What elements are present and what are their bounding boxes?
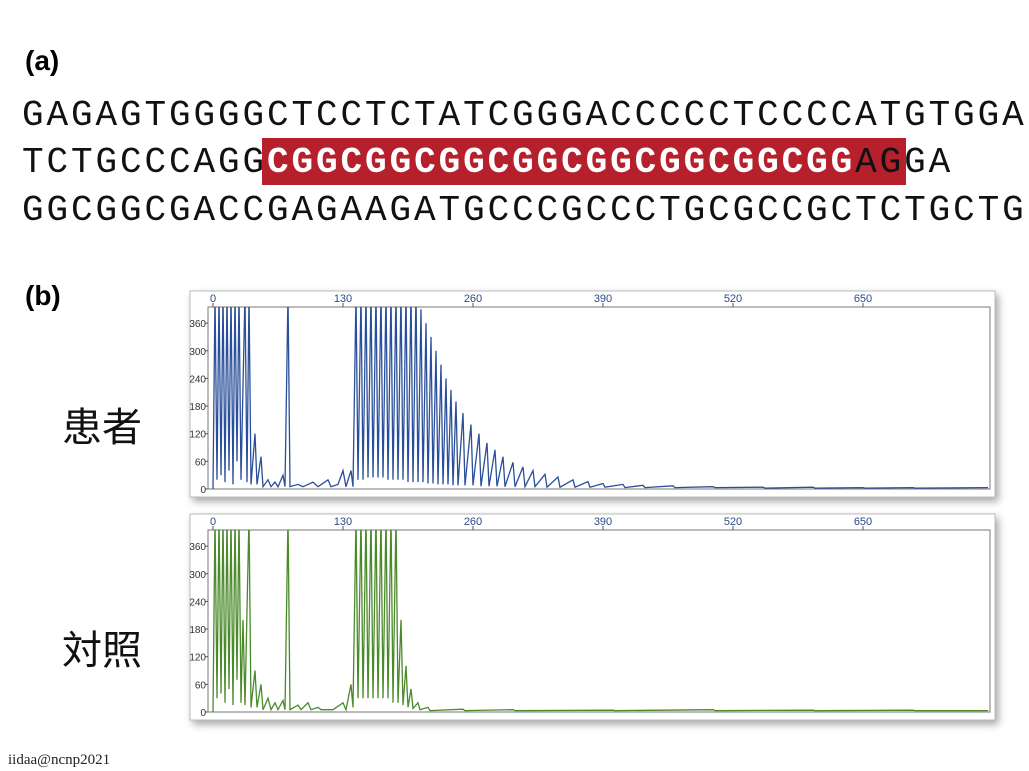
y-tick-label: 180 [189,402,206,413]
repeat-sequence: CGGCGGCGGCGGCGGCGGCGGCGG [267,142,855,183]
y-tick-label: 180 [189,625,206,636]
repeat-highlight [262,138,906,185]
x-tick-label: 0 [210,293,216,305]
sequence-line: GAGAGTGGGGCTCCTCTATCGGGACCCCCTCCCCATGTGG… [22,95,1027,136]
chart: 0 130 260 390 520 650 0 60 120 180 240 300 360 [189,290,996,498]
label-b: (b) [25,280,61,311]
y-tick-label: 60 [195,457,207,468]
footer: iidaa@ncnp2021 [8,752,110,768]
x-tick-label: 650 [854,516,872,528]
sequence-part: AGGA [855,142,953,183]
y-tick-label: 300 [189,347,206,358]
sequence-line: GGCGGCGACCGAGAAGATGCCCGCCCTGCGCCGCTCTGCT… [22,190,1027,231]
x-tick-label: 520 [724,516,742,528]
y-tick-label: 360 [189,542,206,553]
x-tick-label: 260 [464,293,482,305]
plot-area [207,529,991,713]
x-tick-label: 390 [594,293,612,305]
label-a: (a) [25,45,59,76]
x-tick-label: 520 [724,293,742,305]
trace [212,530,988,713]
y-tick-label: 120 [189,430,206,441]
sequence-line: TCTGCCCAGGCGGCGGCGGCGGCGGCGGCGGCGGAGGA [22,142,953,183]
x-tick-label: 130 [334,293,352,305]
y-tick-label: 240 [189,374,206,385]
chart: 0 130 260 390 520 650 0 60 120 180 240 300 360 [189,513,996,721]
y-tick-label: 240 [189,597,206,608]
y-tick-label: 0 [200,485,206,496]
x-tick-label: 650 [854,293,872,305]
chart-label: 患者 [62,405,142,451]
chart-label: 対照 [62,628,142,674]
y-tick-label: 120 [189,653,206,664]
x-tick-label: 0 [210,516,216,528]
y-tick-label: 300 [189,570,206,581]
trace [212,307,989,490]
y-tick-label: 360 [189,319,206,330]
x-tick-label: 390 [594,516,612,528]
x-tick-label: 260 [464,516,482,528]
plot-area [207,306,991,490]
x-tick-label: 130 [334,516,352,528]
y-tick-label: 60 [195,680,207,691]
sequence-part: TCTGCCCAGG [22,142,267,183]
y-tick-label: 0 [200,708,206,719]
